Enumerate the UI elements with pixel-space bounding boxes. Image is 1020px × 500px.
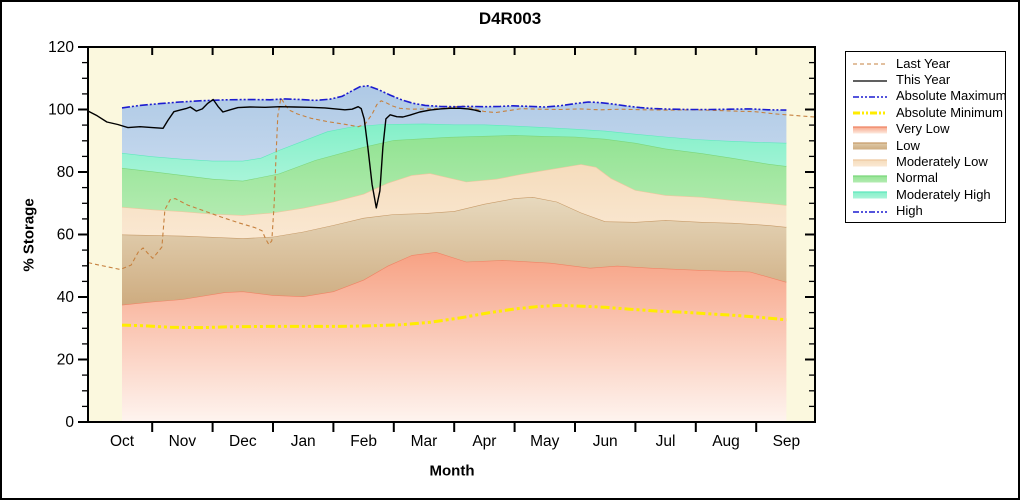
legend-label: High — [896, 203, 923, 219]
legend-line-swatch — [853, 205, 887, 217]
legend-item: Moderately Low — [846, 153, 1005, 169]
legend-item: Very Low — [846, 121, 1005, 137]
y-tick-label: 120 — [48, 39, 74, 56]
line-last-year — [88, 97, 815, 271]
legend-line-swatch — [853, 57, 887, 69]
y-tick-label: 100 — [48, 102, 74, 119]
band-moderately-high — [122, 123, 787, 181]
x-month-label: Jun — [593, 433, 618, 450]
y-tick-label: 80 — [57, 164, 75, 181]
legend-item: Low — [846, 137, 1005, 153]
legend-line-swatch — [853, 106, 887, 118]
x-month-label: May — [530, 433, 560, 450]
legend-item: Moderately High — [846, 186, 1005, 202]
legend-line-swatch — [853, 74, 887, 86]
line-this-year — [87, 98, 481, 209]
legend-band-swatch — [853, 139, 887, 151]
legend-band-swatch — [853, 123, 887, 135]
x-month-label: Sep — [773, 433, 801, 450]
legend-band-swatch — [853, 188, 887, 200]
x-axis-title: Month — [429, 462, 475, 480]
x-month-label: Apr — [472, 433, 496, 450]
x-month-label: Jul — [656, 433, 676, 450]
x-month-label: Nov — [169, 433, 197, 450]
legend-item: Absolute Minimum — [846, 104, 1005, 120]
x-month-label: Aug — [712, 433, 740, 450]
legend-item: Last Year — [846, 55, 1005, 71]
legend-label: Moderately High — [896, 186, 991, 202]
band-low — [122, 197, 787, 305]
y-tick-label: 40 — [57, 289, 75, 306]
legend-label: Normal — [896, 170, 938, 186]
legend-line-swatch — [853, 90, 887, 102]
legend-item: High — [846, 203, 1005, 219]
band-moderately-low — [122, 164, 787, 239]
legend-label: This Year — [896, 72, 951, 88]
y-axis-title: % Storage — [20, 198, 38, 272]
legend-label: Very Low — [896, 121, 950, 137]
legend-label: Absolute Minimum — [896, 104, 1003, 120]
band-very-low — [122, 252, 787, 422]
legend-item: Absolute Maximum — [846, 88, 1007, 104]
band-normal — [122, 135, 787, 216]
legend-label: Low — [896, 137, 920, 153]
line-absolute-minimum — [121, 303, 787, 330]
y-tick-label: 0 — [65, 414, 74, 431]
legend-label: Absolute Maximum — [896, 88, 1007, 104]
band-high — [122, 85, 787, 161]
x-month-label: Oct — [110, 433, 135, 450]
y-tick-label: 60 — [57, 227, 75, 244]
y-tick-label: 20 — [57, 352, 75, 369]
line-absolute-maximum — [121, 85, 787, 111]
x-month-label: Dec — [229, 433, 257, 450]
legend-band-swatch — [853, 172, 887, 184]
x-month-label: Mar — [411, 433, 438, 450]
legend-label: Last Year — [896, 55, 951, 71]
chart-title: D4R003 — [478, 9, 542, 28]
legend-label: Moderately Low — [896, 154, 988, 170]
legend-item: This Year — [846, 71, 1005, 87]
legend-band-swatch — [853, 156, 887, 168]
x-month-label: Feb — [350, 433, 377, 450]
x-month-label: Jan — [291, 433, 316, 450]
legend-item: Normal — [846, 170, 1005, 186]
legend: Last Year This Year Absolute Maximum Absolu… — [845, 51, 1007, 223]
